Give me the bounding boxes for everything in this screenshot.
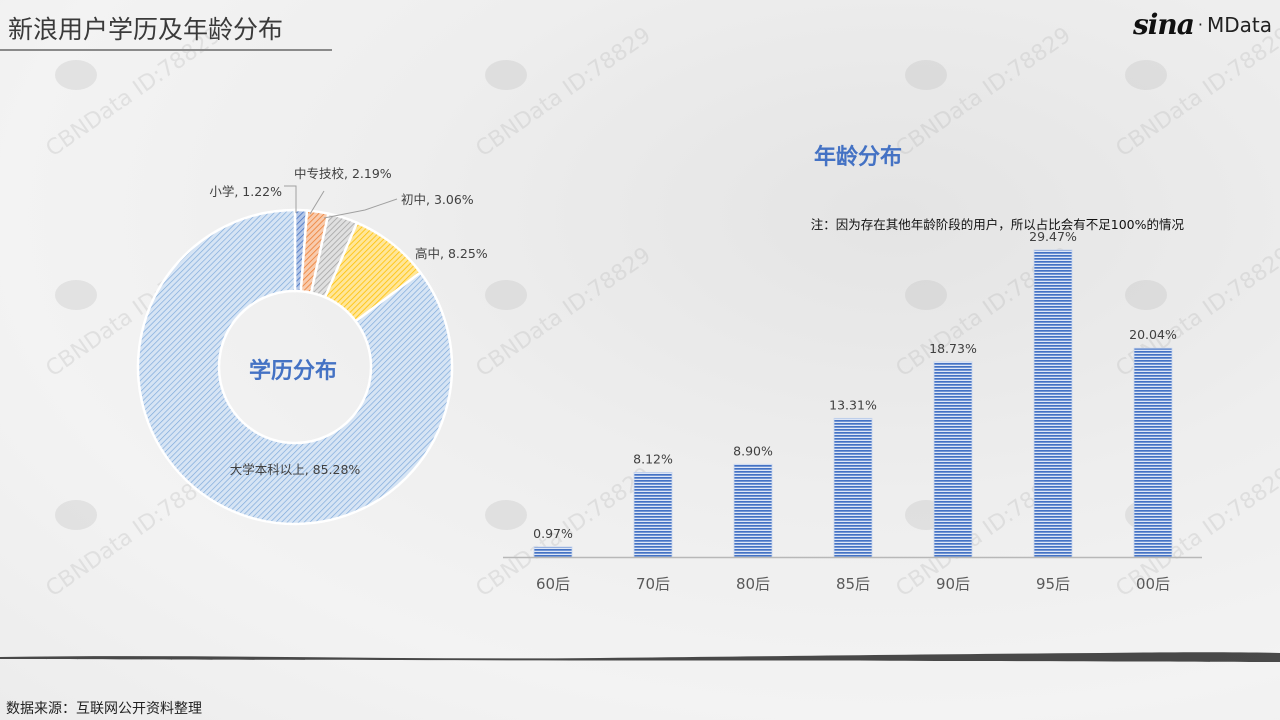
ink-brush-divider (0, 652, 1280, 662)
bar-chart-title: 年龄分布 (814, 144, 902, 170)
brand-logo: sina · MData (1132, 8, 1272, 41)
x-tick-label: 80后 (736, 575, 770, 593)
x-tick-label: 85后 (836, 575, 870, 593)
bar-90后 (933, 361, 973, 558)
bar-70后 (633, 471, 673, 558)
donut-labels: 小学, 1.22% 中专技校, 2.19% 初中, 3.06% 高中, 8.25% 大学… (209, 166, 487, 477)
x-tick-label: 90后 (936, 575, 970, 593)
sina-eye-logo-icon: sina (1132, 8, 1195, 41)
age-bar-chart: 0.97% 60后 8.12% 70后 8.90% 80后 13.31% 85后 18.73% 9… (533, 229, 1177, 593)
bar-value-label: 8.90% (733, 443, 773, 458)
bar-00后 (1133, 347, 1173, 558)
bar-value-label: 0.97% (533, 526, 573, 541)
bar-80后 (733, 463, 773, 558)
donut-slice-4 (136, 208, 454, 526)
donut-data-label: 大学本科以上, 85.28% (230, 462, 361, 477)
donut-data-label: 高中, 8.25% (415, 246, 488, 261)
title-underline (0, 49, 332, 51)
bar-value-label: 29.47% (1029, 229, 1077, 244)
x-tick-label: 60后 (536, 575, 570, 593)
leader-line (323, 198, 398, 219)
x-tick-label: 70后 (636, 575, 670, 593)
mdata-label: MData (1206, 12, 1272, 37)
leader-line (284, 185, 297, 213)
data-source-note: 数据来源：互联网公开资料整理 (6, 701, 202, 717)
bar-value-label: 20.04% (1129, 327, 1177, 342)
page-title: 新浪用户学历及年龄分布 (8, 15, 284, 44)
x-tick-label: 95后 (1036, 575, 1070, 593)
bar-value-label: 18.73% (929, 341, 977, 356)
x-tick-label: 00后 (1136, 575, 1170, 593)
leader-line (309, 190, 325, 215)
donut-center-title: 学历分布 (249, 358, 337, 384)
donut-data-label: 中专技校, 2.19% (294, 166, 392, 181)
bar-value-label: 8.12% (633, 451, 673, 466)
bar-60后 (533, 546, 573, 558)
education-donut-chart (136, 208, 454, 526)
bar-95后 (1033, 249, 1073, 558)
bar-85后 (833, 417, 873, 558)
donut-data-label: 小学, 1.22% (209, 184, 282, 199)
bar-value-label: 13.31% (829, 397, 877, 412)
bar-chart-note: 注：因为存在其他年龄阶段的用户，所以占比会有不足100%的情况 (811, 217, 1185, 232)
donut-data-label: 初中, 3.06% (401, 192, 474, 207)
